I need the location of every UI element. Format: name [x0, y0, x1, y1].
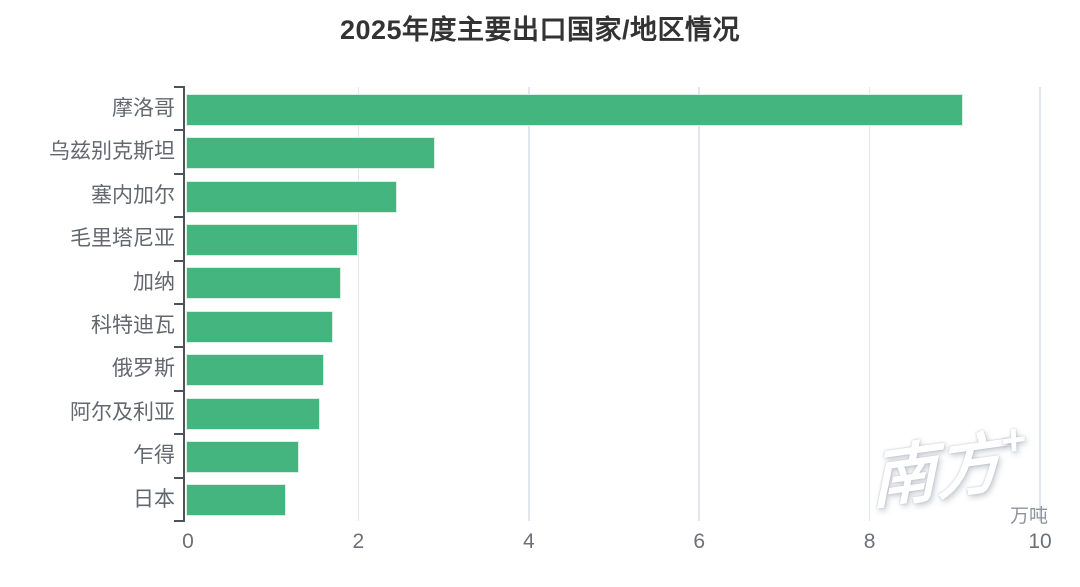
bar	[186, 310, 333, 343]
bar	[186, 440, 299, 473]
bar	[186, 397, 321, 430]
y-axis-tick	[174, 259, 183, 262]
gridline	[528, 87, 530, 521]
bar	[186, 267, 342, 300]
watermark-text: 南方	[869, 424, 1003, 518]
gridline	[357, 87, 360, 521]
unit-label: 万吨	[1010, 506, 1049, 527]
category-label: 加纳	[133, 270, 175, 294]
category-label: 乌兹别克斯坦	[49, 140, 175, 164]
bar	[186, 137, 436, 170]
y-axis-tick	[174, 216, 183, 219]
x-tick-label: 0	[182, 530, 194, 553]
y-axis-tick	[174, 129, 183, 132]
y-axis-tick	[174, 476, 183, 479]
category-label: 俄罗斯	[112, 357, 175, 381]
category-label: 毛里塔尼亚	[70, 227, 175, 251]
gridline	[698, 87, 700, 521]
y-axis-tick	[174, 303, 183, 305]
y-axis-tick	[174, 433, 183, 436]
x-tick-label: 10	[1028, 530, 1052, 553]
bar	[186, 93, 964, 126]
bar	[186, 223, 359, 256]
bar	[186, 484, 286, 517]
y-axis-tick	[174, 172, 183, 175]
y-axis-tick	[174, 86, 183, 88]
category-label: 科特迪瓦	[91, 314, 175, 337]
gridline	[868, 87, 871, 521]
x-tick-label: 6	[693, 530, 706, 553]
y-axis-tick	[174, 520, 183, 522]
bar	[186, 180, 397, 213]
x-tick-label: 4	[522, 530, 535, 553]
nanfang-plus-watermark: 南方+	[869, 413, 1028, 517]
category-label: 阿尔及利亚	[70, 400, 175, 424]
category-label: 日本	[133, 487, 175, 511]
category-label: 乍得	[133, 444, 175, 468]
category-label: 塞内加尔	[91, 183, 175, 207]
y-axis-line	[182, 86, 185, 522]
x-tick-label: 8	[863, 530, 876, 553]
chart-title: 2025年度主要出口国家/地区情况	[339, 15, 741, 45]
watermark-plus-icon: +	[1000, 413, 1028, 467]
x-tick-label: 2	[352, 530, 365, 553]
category-label: 摩洛哥	[112, 97, 175, 120]
y-axis-tick	[174, 389, 183, 392]
gridline	[1039, 87, 1041, 521]
y-axis-tick	[174, 346, 183, 349]
bar	[186, 354, 325, 387]
